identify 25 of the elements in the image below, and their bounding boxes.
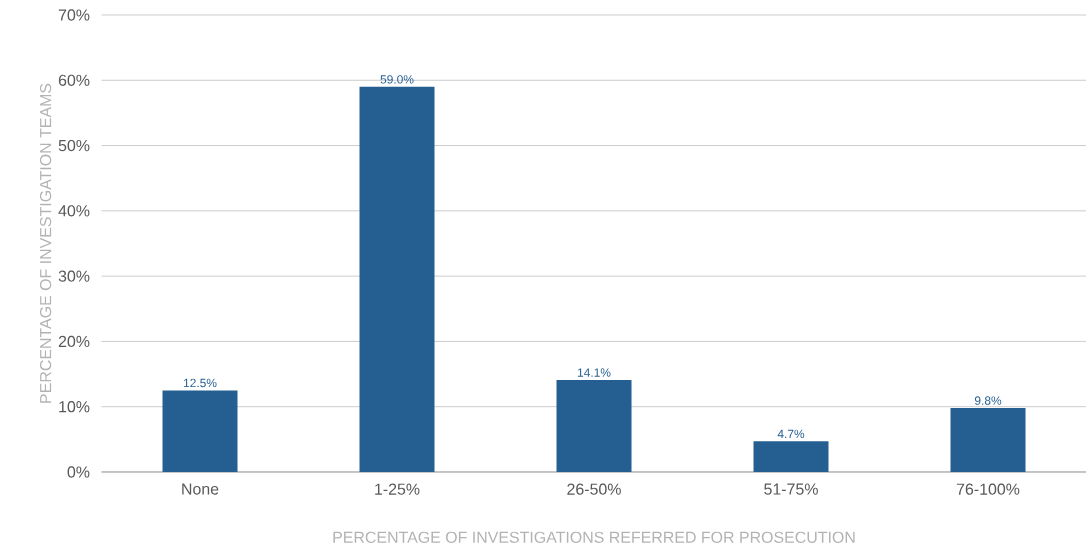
data-label: 12.5% bbox=[183, 378, 217, 388]
bar bbox=[162, 390, 238, 472]
y-tick-label: 20% bbox=[58, 335, 90, 348]
y-tick-label: 30% bbox=[58, 270, 90, 282]
y-axis-title: PERCENTAGE OF INVESTIGATION TEAMS bbox=[39, 83, 52, 403]
x-tick-label: 76-100% bbox=[956, 483, 1020, 495]
x-axis-title: PERCENTAGE OF INVESTIGATIONS REFERRED FOR PROSECUTION bbox=[333, 531, 855, 543]
data-label: 4.7% bbox=[777, 429, 805, 439]
bar bbox=[753, 441, 829, 472]
y-tick-label: 10% bbox=[59, 401, 90, 413]
y-tick-label: 70% bbox=[58, 9, 90, 21]
data-label: 9.8% bbox=[974, 396, 1002, 405]
y-tick-label: 50% bbox=[58, 139, 90, 152]
y-tick-label: 60% bbox=[58, 74, 90, 86]
data-label: 59.0% bbox=[380, 75, 414, 84]
data-label: 14.1% bbox=[577, 368, 611, 377]
x-tick-label: 1-25% bbox=[375, 483, 420, 495]
x-tick-label: 51-75% bbox=[764, 483, 818, 495]
x-tick-label: None bbox=[182, 483, 219, 495]
bar bbox=[950, 408, 1026, 472]
x-tick-label: 26-50% bbox=[567, 483, 621, 495]
y-tick-label: 40% bbox=[58, 205, 90, 217]
bar bbox=[556, 379, 632, 472]
y-tick-label: 0% bbox=[67, 466, 90, 478]
bar bbox=[359, 86, 435, 472]
